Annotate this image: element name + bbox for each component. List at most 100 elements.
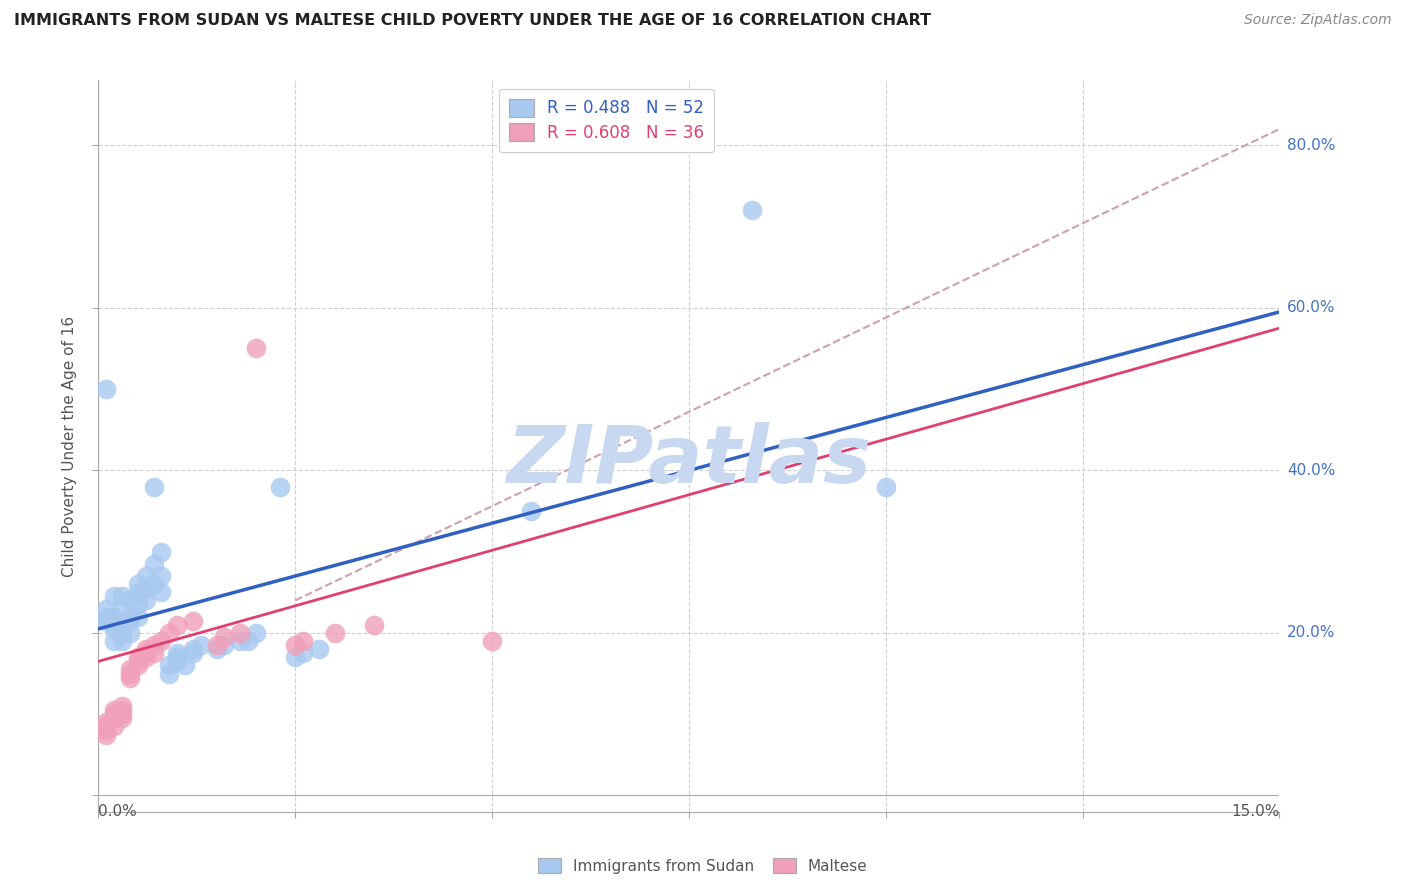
Point	[181, 642, 204, 657]
Point	[135, 642, 157, 657]
Point	[481, 634, 503, 648]
Point	[118, 626, 141, 640]
Point	[111, 707, 134, 722]
Point	[96, 609, 118, 624]
Point	[292, 646, 315, 660]
Point	[229, 634, 252, 648]
Point	[236, 634, 259, 648]
Point	[135, 581, 157, 595]
Point	[118, 671, 141, 685]
Point	[150, 634, 173, 648]
Point	[103, 703, 125, 717]
Text: 0.0%: 0.0%	[98, 804, 138, 819]
Point	[166, 617, 188, 632]
Text: 15.0%: 15.0%	[1232, 804, 1279, 819]
Legend: Immigrants from Sudan, Maltese: Immigrants from Sudan, Maltese	[531, 852, 875, 880]
Point	[96, 601, 118, 615]
Point	[229, 626, 252, 640]
Text: 20.0%: 20.0%	[1288, 625, 1336, 640]
Point	[111, 634, 134, 648]
Point	[157, 626, 180, 640]
Point	[150, 585, 173, 599]
Point	[118, 666, 141, 681]
Point	[166, 654, 188, 668]
Point	[96, 727, 118, 741]
Point	[135, 650, 157, 665]
Point	[135, 646, 157, 660]
Point	[284, 638, 307, 652]
Point	[323, 626, 346, 640]
Point	[150, 544, 173, 558]
Point	[157, 658, 180, 673]
Point	[96, 715, 118, 730]
Point	[118, 609, 141, 624]
Text: Source: ZipAtlas.com: Source: ZipAtlas.com	[1244, 13, 1392, 28]
Point	[142, 480, 165, 494]
Point	[103, 617, 125, 632]
Point	[150, 569, 173, 583]
Y-axis label: Child Poverty Under the Age of 16: Child Poverty Under the Age of 16	[62, 316, 77, 576]
Point	[111, 590, 134, 604]
Point	[103, 719, 125, 733]
Point	[166, 646, 188, 660]
Text: IMMIGRANTS FROM SUDAN VS MALTESE CHILD POVERTY UNDER THE AGE OF 16 CORRELATION C: IMMIGRANTS FROM SUDAN VS MALTESE CHILD P…	[14, 13, 931, 29]
Point	[118, 593, 141, 607]
Point	[166, 650, 188, 665]
Point	[181, 614, 204, 628]
Point	[127, 658, 149, 673]
Point	[111, 601, 134, 615]
Point	[118, 663, 141, 677]
Point	[269, 480, 291, 494]
Point	[214, 630, 236, 644]
Text: 40.0%: 40.0%	[1288, 463, 1336, 478]
Point	[284, 650, 307, 665]
Point	[111, 703, 134, 717]
Point	[111, 626, 134, 640]
Point	[96, 723, 118, 738]
Point	[103, 609, 125, 624]
Point	[520, 504, 543, 518]
Point	[142, 646, 165, 660]
Point	[111, 614, 134, 628]
Point	[118, 614, 141, 628]
Point	[111, 699, 134, 714]
Point	[245, 342, 267, 356]
Point	[363, 617, 385, 632]
Point	[142, 577, 165, 591]
Point	[127, 577, 149, 591]
Point	[127, 650, 149, 665]
Point	[96, 382, 118, 396]
Point	[96, 614, 118, 628]
Point	[157, 666, 180, 681]
Point	[741, 203, 763, 218]
Point	[214, 638, 236, 652]
Point	[174, 658, 197, 673]
Point	[127, 585, 149, 599]
Text: 60.0%: 60.0%	[1288, 301, 1336, 316]
Point	[245, 626, 267, 640]
Point	[135, 593, 157, 607]
Legend: R = 0.488   N = 52, R = 0.608   N = 36: R = 0.488 N = 52, R = 0.608 N = 36	[499, 88, 714, 152]
Point	[127, 609, 149, 624]
Point	[103, 711, 125, 725]
Point	[103, 622, 125, 636]
Point	[127, 598, 149, 612]
Point	[103, 707, 125, 722]
Point	[190, 638, 212, 652]
Point	[127, 654, 149, 668]
Point	[875, 480, 897, 494]
Point	[103, 590, 125, 604]
Point	[103, 634, 125, 648]
Point	[142, 557, 165, 571]
Text: 80.0%: 80.0%	[1288, 137, 1336, 153]
Text: ZIPatlas: ZIPatlas	[506, 422, 872, 500]
Point	[181, 646, 204, 660]
Point	[135, 569, 157, 583]
Point	[205, 638, 228, 652]
Point	[111, 711, 134, 725]
Point	[292, 634, 315, 648]
Point	[308, 642, 330, 657]
Point	[142, 638, 165, 652]
Point	[205, 642, 228, 657]
Point	[96, 719, 118, 733]
